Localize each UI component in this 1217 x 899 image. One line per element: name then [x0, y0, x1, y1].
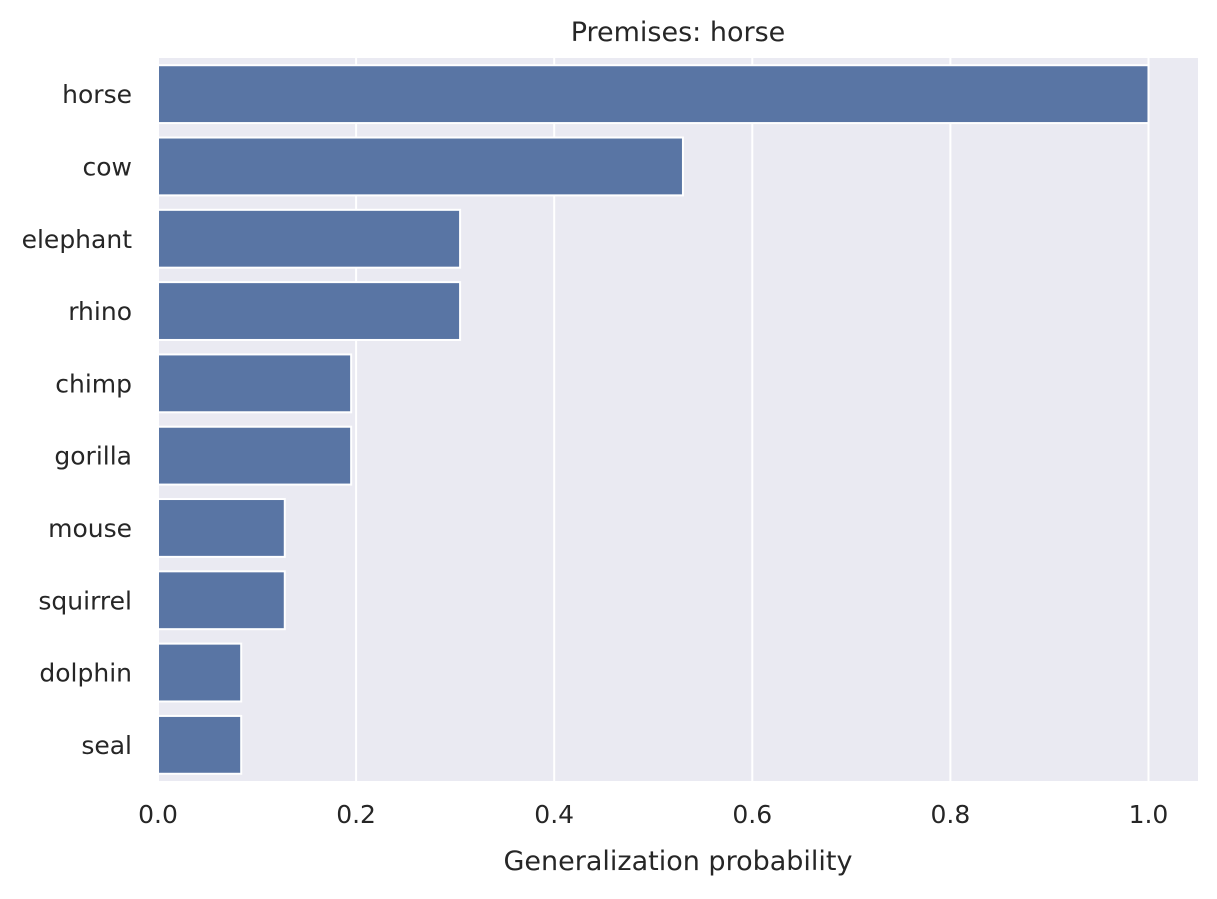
- y-tick-labels: horse cow elephant rhino chimp gorilla mouse sq…: [22, 80, 133, 760]
- y-tick-label-cow: cow: [83, 152, 133, 181]
- y-tick-label-dolphin: dolphin: [39, 659, 132, 688]
- y-tick-label-horse: horse: [62, 80, 132, 109]
- bar-rhino: [157, 281, 462, 341]
- bar-squirrel: [157, 570, 286, 631]
- x-tick-label: 0.0: [138, 800, 178, 829]
- x-axis-label: Generalization probability: [504, 846, 853, 877]
- x-tick-label: 1.0: [1129, 800, 1169, 829]
- x-tick-label: 0.8: [930, 800, 970, 829]
- x-tick-label: 0.6: [732, 800, 772, 829]
- y-tick-label-elephant: elephant: [22, 225, 133, 254]
- y-tick-label-squirrel: squirrel: [38, 586, 132, 615]
- y-tick-label-chimp: chimp: [55, 369, 132, 398]
- chart-title: Premises: horse: [571, 17, 786, 48]
- x-tick-label: 0.4: [534, 800, 574, 829]
- x-tick-labels: 0.0 0.2 0.4 0.6 0.8 1.0: [138, 800, 1168, 829]
- y-tick-label-mouse: mouse: [48, 514, 132, 543]
- y-tick-label-gorilla: gorilla: [54, 442, 132, 471]
- bar-gorilla: [157, 425, 353, 486]
- y-tick-label-rhino: rhino: [68, 297, 132, 326]
- x-tick-label: 0.2: [336, 800, 376, 829]
- bar-horse: [157, 64, 1150, 125]
- bar-cow: [157, 136, 684, 197]
- bar-dolphin: [157, 642, 243, 703]
- bar-elephant: [157, 208, 462, 269]
- bars: [157, 64, 1150, 775]
- y-tick-label-seal: seal: [81, 731, 132, 760]
- bar-chimp: [157, 353, 353, 414]
- bar-mouse: [157, 498, 286, 558]
- bar-seal: [157, 714, 243, 775]
